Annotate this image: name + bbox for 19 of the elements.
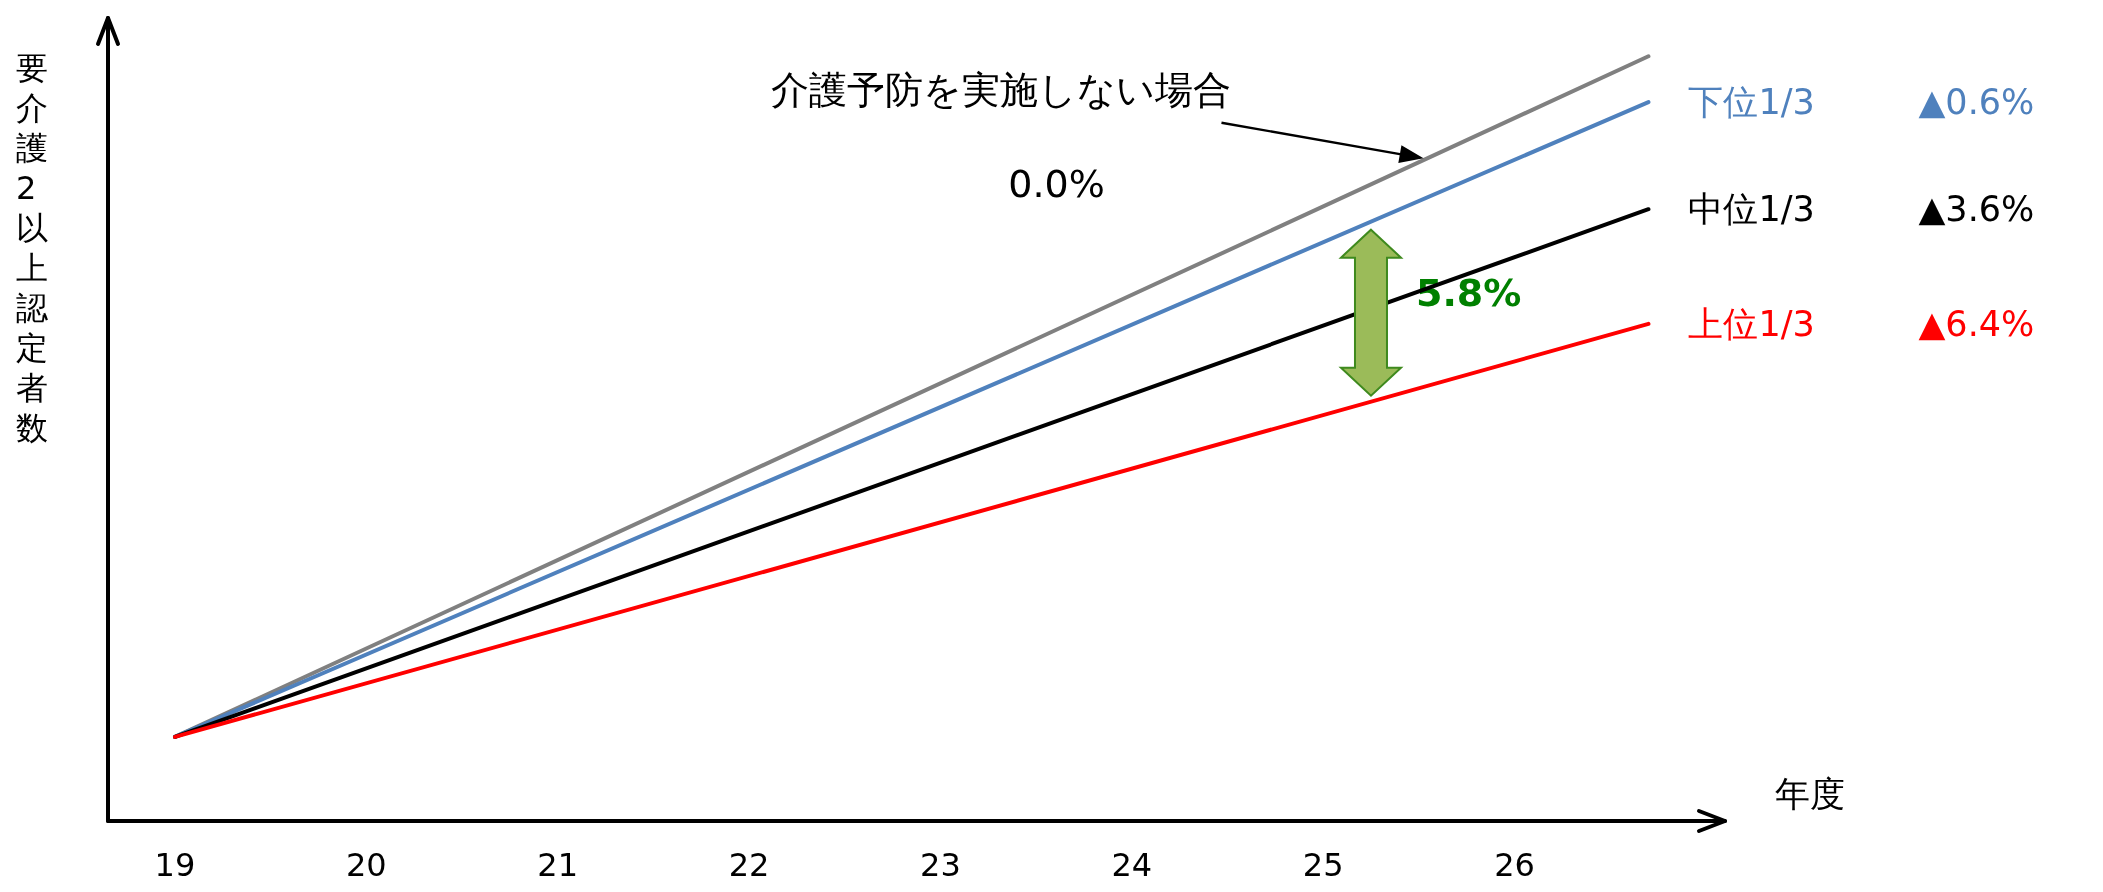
x-tick-label: 25 — [1302, 846, 1344, 884]
series-label: 下位1/3 — [1688, 82, 1815, 123]
x-tick-label: 22 — [728, 846, 770, 884]
x-tick-label: 24 — [1111, 846, 1153, 884]
x-tick-label: 20 — [345, 846, 387, 884]
text: 要介護2以上認定者数 — [16, 49, 48, 447]
annotation: 5.8% — [1415, 270, 1522, 315]
x-tick-label: 19 — [154, 846, 196, 884]
text: ▲6.4% — [1918, 303, 2035, 344]
annotation: 0.0% — [1008, 161, 1105, 206]
x-axis-title: 年度 — [1775, 773, 1845, 814]
text: ▲0.6% — [1918, 82, 2035, 123]
x-tick-label: 21 — [537, 846, 579, 884]
x-tick-label: 23 — [920, 846, 961, 884]
text: ▲3.6% — [1918, 189, 2035, 230]
annotation: 介護予防を実施しない場合 — [771, 67, 1232, 112]
series-label: 中位1/3 — [1688, 189, 1815, 230]
series-label: 上位1/3 — [1688, 303, 1815, 344]
x-tick-label: 26 — [1494, 846, 1535, 884]
